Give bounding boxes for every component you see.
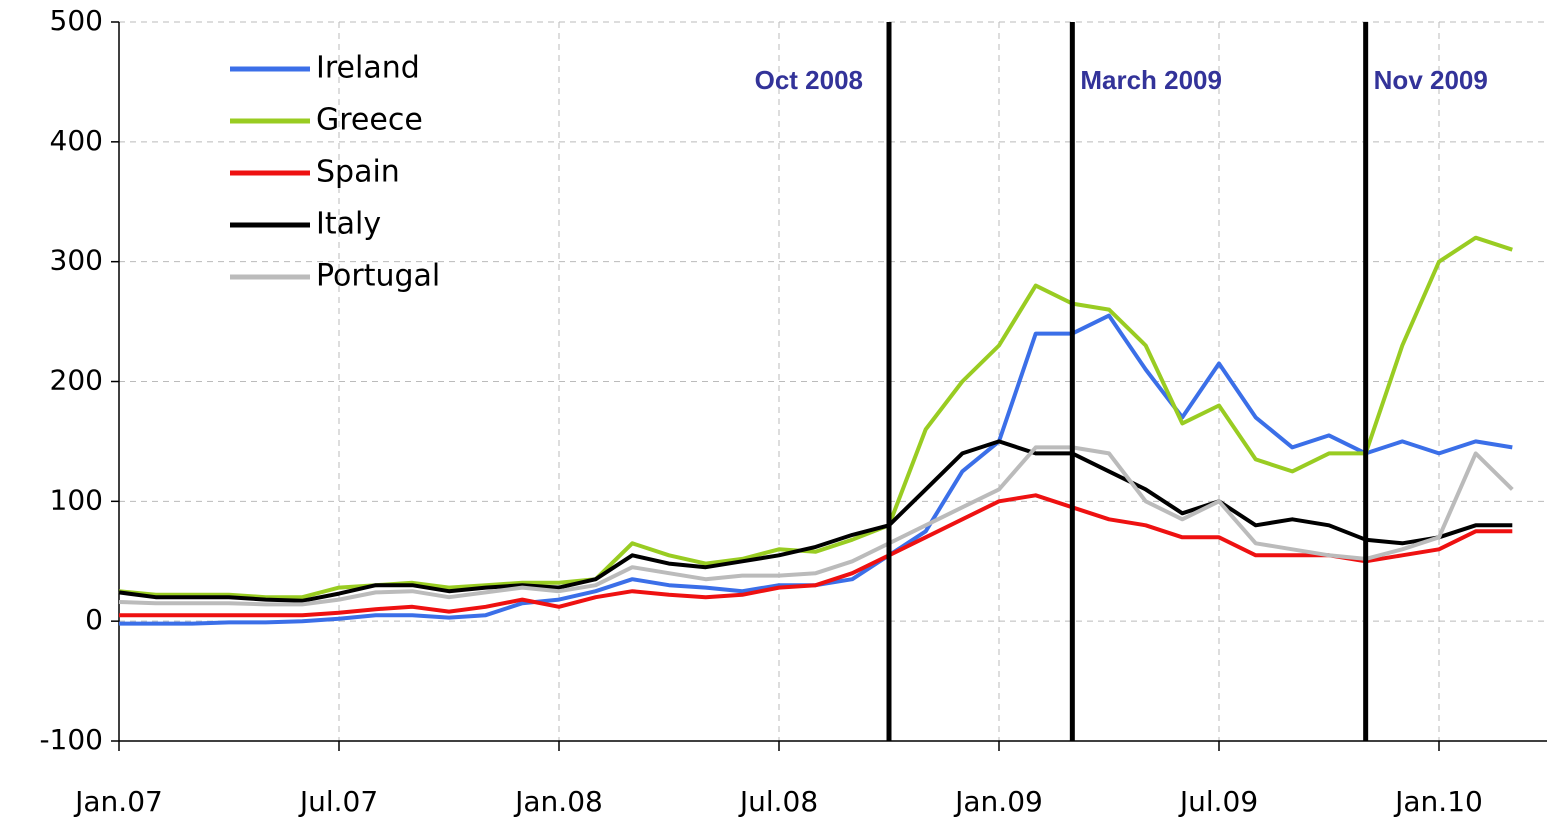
annotation: Oct 2008 xyxy=(755,65,863,95)
x-tick-label: Jan.08 xyxy=(513,785,603,818)
y-tick-label: 200 xyxy=(50,364,103,397)
y-tick-label: -100 xyxy=(39,723,103,756)
series-line xyxy=(119,313,1513,626)
series-line xyxy=(118,439,1513,603)
x-tick-label: Jul.09 xyxy=(1178,785,1258,818)
y-tick-label: 400 xyxy=(50,124,103,157)
legend-label: Portugal xyxy=(316,259,440,294)
y-tick-label: 100 xyxy=(50,483,103,516)
legend-label: Greece xyxy=(316,103,423,138)
y-tick-label: 0 xyxy=(85,603,103,636)
x-tick-label: Jul.08 xyxy=(738,785,818,818)
y-tick-label: 300 xyxy=(50,244,103,277)
y-tick-label: 500 xyxy=(50,4,103,37)
legend-label: Spain xyxy=(316,155,400,190)
annotation: Nov 2009 xyxy=(1374,65,1488,95)
x-tick-label: Jan.07 xyxy=(73,785,163,818)
series-line xyxy=(119,493,1513,618)
series-line xyxy=(118,235,1513,600)
x-tick-label: Jan.10 xyxy=(1393,785,1483,818)
legend-label: Ireland xyxy=(316,51,420,86)
x-tick-label: Jul.07 xyxy=(298,785,378,818)
legend-label: Italy xyxy=(316,207,381,242)
annotation: March 2009 xyxy=(1080,65,1222,95)
series-line xyxy=(118,445,1514,607)
x-tick-label: Jan.09 xyxy=(953,785,1043,818)
